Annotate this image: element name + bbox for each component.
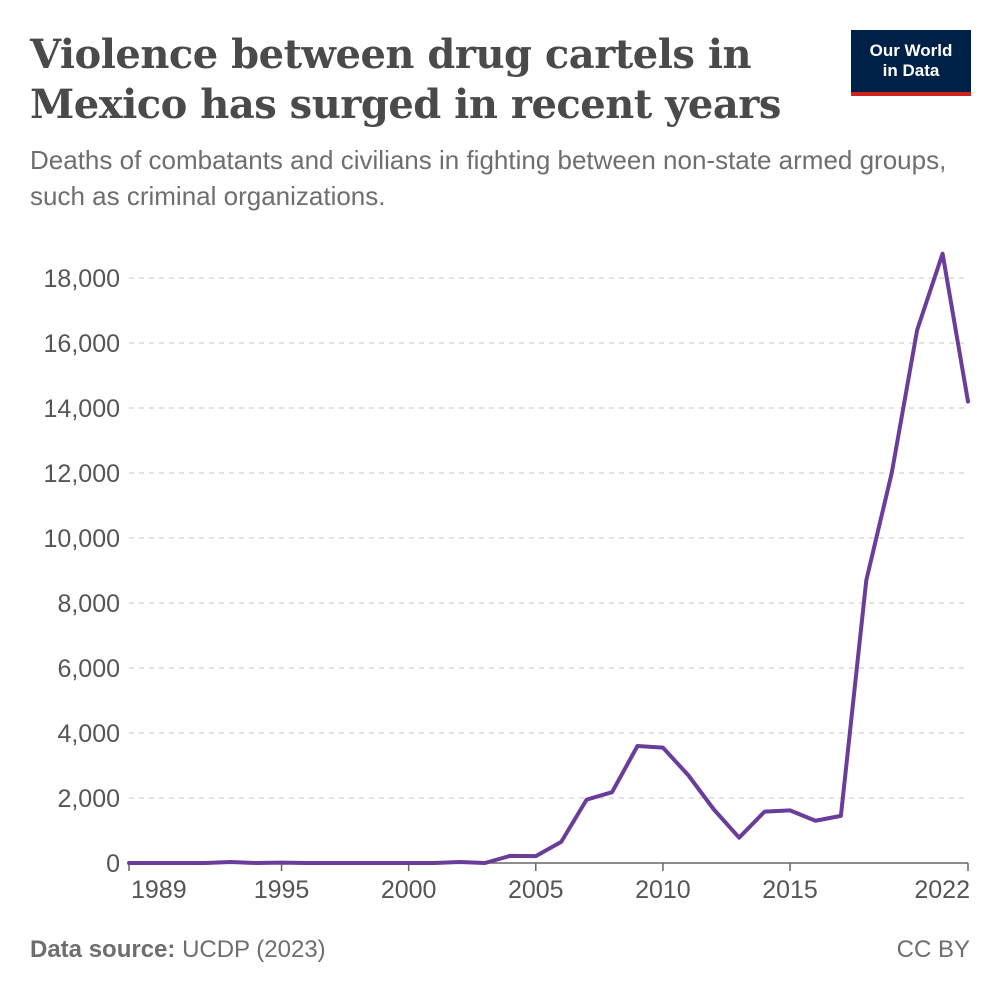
y-tick-label: 8,000 bbox=[57, 590, 120, 618]
y-tick-label: 10,000 bbox=[44, 525, 120, 553]
y-tick-label: 2,000 bbox=[57, 785, 120, 813]
y-tick-label: 18,000 bbox=[44, 265, 120, 293]
y-tick-label: 6,000 bbox=[57, 655, 120, 683]
data-source: Data source: UCDP (2023) bbox=[30, 936, 326, 964]
line-chart: 0 2,000 4,000 6,000 8,000 10,000 12,000 14,000 1… bbox=[44, 251, 970, 904]
x-tick-label: 2015 bbox=[762, 876, 818, 904]
x-tick-label: 2022 bbox=[914, 876, 970, 904]
chart-title: Violence between drug cartels in Mexico … bbox=[30, 31, 781, 128]
data-source-label: Data source: bbox=[30, 936, 176, 963]
series-line bbox=[127, 251, 970, 865]
y-tick-label: 16,000 bbox=[44, 330, 120, 358]
data-source-link[interactable]: UCDP (2023) bbox=[182, 936, 326, 963]
x-tick-label: 2000 bbox=[381, 876, 437, 904]
y-tick-label: 0 bbox=[106, 850, 120, 878]
license-link[interactable]: CC BY bbox=[896, 936, 970, 963]
chart-subtitle: Deaths of combatants and civilians in fi… bbox=[30, 145, 947, 211]
x-tick-label: 2005 bbox=[508, 876, 564, 904]
owid-logo[interactable]: Our World in Data bbox=[851, 30, 971, 96]
logo-line-1: Our World bbox=[869, 41, 953, 60]
y-tick-label: 14,000 bbox=[44, 395, 120, 423]
x-tick-label: 1995 bbox=[254, 876, 310, 904]
y-tick-label: 12,000 bbox=[44, 460, 120, 488]
y-tick-label: 4,000 bbox=[57, 720, 120, 748]
logo-line-2: in Data bbox=[882, 61, 940, 80]
x-tick-label: 1989 bbox=[131, 876, 187, 904]
x-tick-label: 2010 bbox=[635, 876, 691, 904]
